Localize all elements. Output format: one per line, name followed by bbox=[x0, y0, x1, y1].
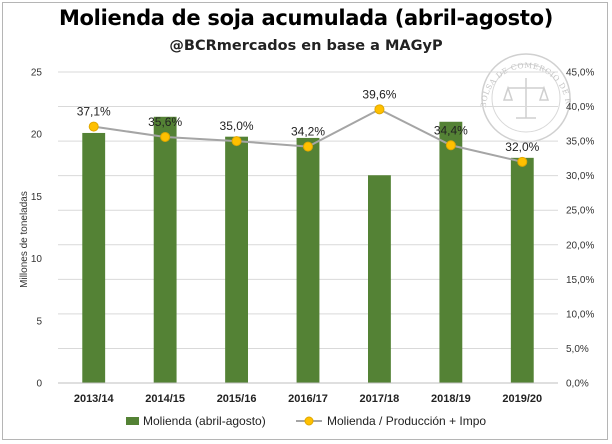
y2-tick-label: 0,0% bbox=[566, 379, 589, 390]
legend-line-marker bbox=[304, 416, 314, 426]
chart-subtitle: @BCRmercados en base a MAGyP bbox=[169, 38, 443, 54]
bar bbox=[153, 116, 177, 383]
y-tick-label: 0 bbox=[36, 379, 42, 390]
bar bbox=[439, 121, 463, 383]
y2-tick-label: 25,0% bbox=[566, 206, 594, 217]
x-tick-label: 2014/15 bbox=[145, 393, 185, 405]
legend-line-label: Molienda / Producción + Impo bbox=[327, 414, 486, 428]
y-tick-label: 5 bbox=[36, 316, 42, 327]
x-tick-label: 2016/17 bbox=[288, 393, 328, 405]
ratio-point bbox=[231, 136, 242, 147]
y2-tick-label: 10,0% bbox=[566, 309, 594, 320]
data-label: 35,6% bbox=[148, 115, 182, 129]
y-tick-label: 20 bbox=[31, 130, 43, 141]
x-tick-label: 2019/20 bbox=[502, 393, 542, 405]
y2-tick-label: 20,0% bbox=[566, 240, 594, 251]
x-tick-label: 2013/14 bbox=[74, 393, 115, 405]
bar bbox=[368, 175, 391, 383]
watermark-seal: BOLSA DE COMERCIO DE ROSARIO bbox=[0, 0, 573, 143]
bar bbox=[225, 136, 248, 383]
y2-tick-label: 15,0% bbox=[566, 275, 594, 286]
data-label: 34,2% bbox=[291, 125, 325, 139]
ratio-point bbox=[374, 104, 385, 115]
y2-tick-label: 30,0% bbox=[566, 171, 594, 182]
ratio-point bbox=[517, 156, 528, 167]
legend-bar-label: Molienda (abril-agosto) bbox=[143, 414, 266, 428]
ratio-point bbox=[88, 121, 99, 132]
ratio-point bbox=[445, 140, 456, 151]
x-tick-label: 2015/16 bbox=[217, 393, 257, 405]
data-label: 37,1% bbox=[77, 105, 111, 119]
y2-tick-label: 45,0% bbox=[566, 68, 594, 79]
data-label: 32,0% bbox=[505, 140, 539, 154]
watermark-seal-text: BOLSA DE COMERCIO DE ROSARIO bbox=[0, 0, 573, 108]
ratio-point bbox=[303, 141, 313, 152]
bar bbox=[82, 132, 106, 383]
y-tick-label: 25 bbox=[31, 68, 43, 79]
bar bbox=[510, 157, 534, 383]
chart-title: Molienda de soja acumulada (abril-agosto… bbox=[58, 6, 554, 30]
ratio-point bbox=[160, 131, 171, 142]
y-tick-label: 15 bbox=[31, 192, 43, 203]
y-tick-label: 10 bbox=[31, 254, 43, 265]
x-tick-label: 2017/18 bbox=[360, 393, 400, 405]
data-label: 39,6% bbox=[362, 87, 396, 101]
data-label: 34,4% bbox=[434, 123, 468, 137]
x-tick-label: 2018/19 bbox=[431, 393, 471, 405]
y2-tick-label: 35,0% bbox=[566, 137, 594, 148]
y2-tick-label: 5,0% bbox=[566, 344, 589, 355]
y-axis-title: Millones de toneladas bbox=[19, 191, 30, 288]
legend-bar-swatch bbox=[126, 417, 139, 425]
y2-tick-label: 40,0% bbox=[566, 102, 594, 113]
data-label: 35,0% bbox=[220, 119, 254, 133]
bar bbox=[296, 137, 320, 383]
